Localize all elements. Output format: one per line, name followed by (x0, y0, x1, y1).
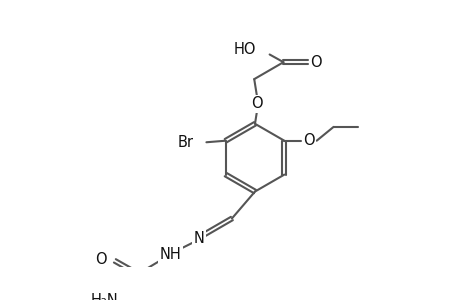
Text: O: O (309, 55, 321, 70)
Text: Br: Br (177, 135, 193, 150)
Text: N: N (193, 231, 204, 246)
Text: HO: HO (234, 42, 256, 57)
Text: O: O (95, 252, 107, 267)
Text: NH: NH (159, 247, 181, 262)
Text: O: O (302, 133, 314, 148)
Text: O: O (251, 96, 263, 111)
Text: H₂N: H₂N (91, 293, 118, 300)
